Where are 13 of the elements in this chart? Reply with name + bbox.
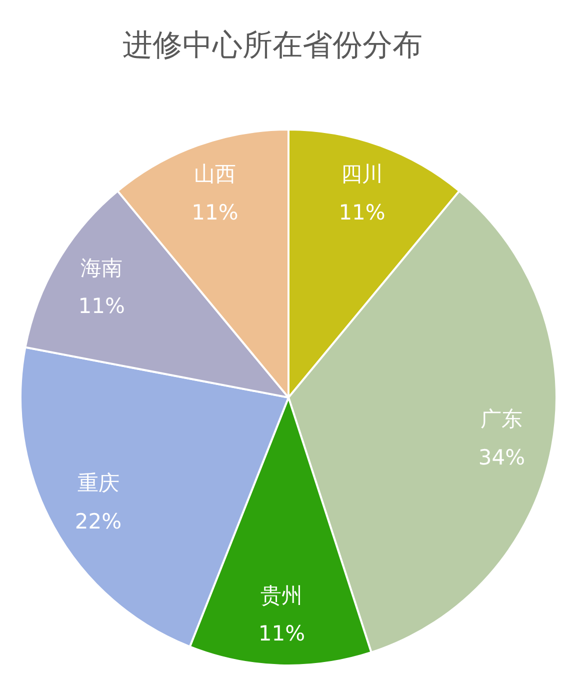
data-label: 11% [78, 294, 125, 318]
data-label: 11% [338, 200, 386, 224]
slice-label: 贵州 [260, 583, 303, 608]
slice-label: 山西 [194, 162, 236, 186]
slice-label: 海南 [80, 256, 123, 280]
slice-label: 重庆 [77, 470, 120, 495]
slice-label: 四川 [341, 162, 384, 186]
chart-title: 进修中心所在省份分布 [122, 28, 422, 63]
data-label: 11% [192, 200, 238, 224]
data-label: 11% [258, 622, 306, 646]
data-label: 22% [74, 509, 122, 534]
slice-label: 广东 [480, 406, 523, 431]
data-label: 34% [478, 445, 526, 470]
